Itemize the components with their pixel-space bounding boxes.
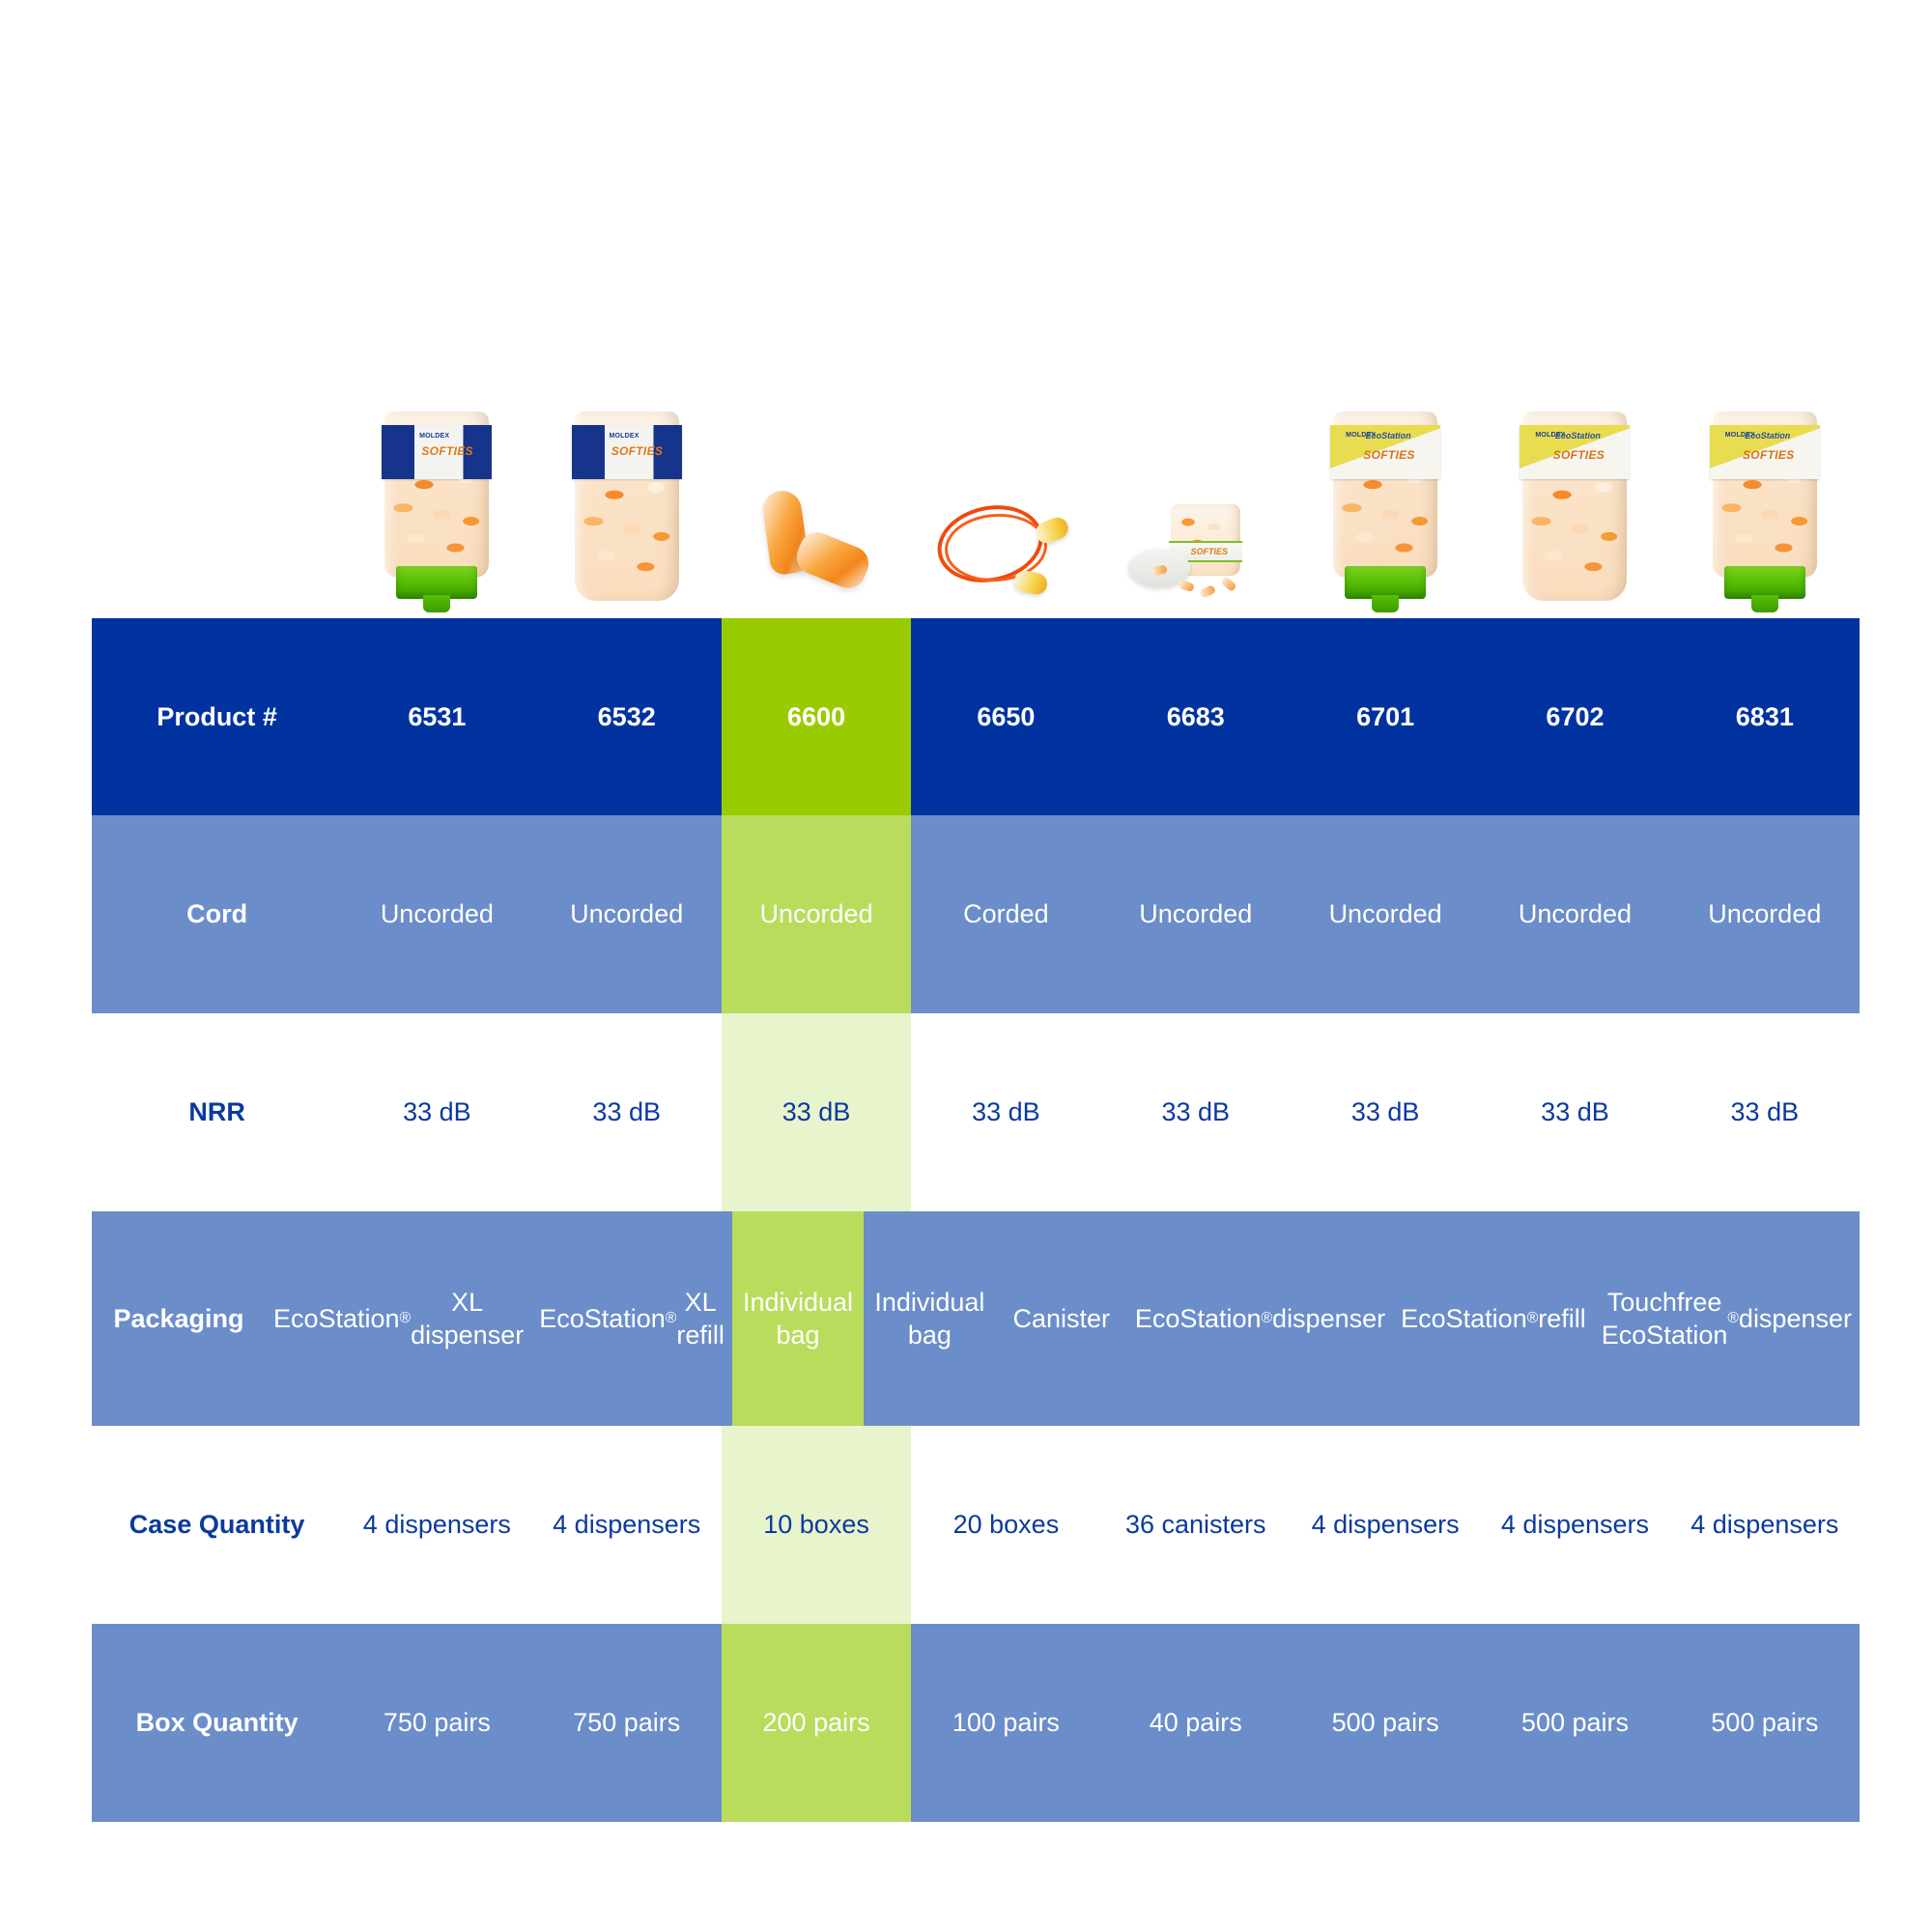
brand-mark: MOLDEX: [1724, 432, 1755, 439]
cell-case-quantity-6831: 4 dispensers: [1690, 1510, 1839, 1540]
cell-case-quantity-6531: 4 dispensers: [362, 1510, 511, 1540]
cell-cord-6701: Uncorded: [1328, 899, 1442, 929]
table-row-nrr: NRR 33 dB 33 dB 33 dB 33 dB 33 dB 33 dB …: [92, 1013, 1860, 1211]
product-line-mark: SOFTIES: [421, 444, 473, 458]
product-line-mark: SOFTIES: [611, 444, 664, 458]
product-comparison-table: Product # 6531 6532 6600 6650 6683 6701 …: [92, 618, 1860, 1822]
cell-nrr-6701: 33 dB: [1350, 1097, 1420, 1127]
table-row-cord: Cord Uncorded Uncorded Uncorded Corded U…: [92, 815, 1860, 1013]
cell-product-number-6600: 6600: [721, 618, 912, 815]
brand-mark: MOLDEX: [1346, 432, 1377, 439]
table-row-product-number: Product # 6531 6532 6600 6650 6683 6701 …: [92, 618, 1860, 815]
cell-product-number-6831: 6831: [1735, 701, 1794, 731]
row-label-packaging: Packaging: [113, 1303, 244, 1333]
product-line-mark: SOFTIES: [1552, 448, 1605, 462]
eco-line-mark: EcoStation: [1554, 431, 1601, 440]
cell-nrr-6702: 33 dB: [1541, 1097, 1609, 1127]
product-image-6683[interactable]: SOFTIES: [1101, 343, 1291, 609]
ecostation-refill-icon: MOLDEX EcoStation SOFTIES: [1520, 412, 1631, 605]
cell-case-quantity-6650: 20 boxes: [952, 1510, 1060, 1540]
product-image-6650[interactable]: [911, 343, 1100, 609]
cell-product-number-6683: 6683: [1166, 701, 1225, 731]
cell-cord-6532: Uncorded: [570, 899, 684, 929]
brand-mark: MOLDEX: [419, 433, 450, 440]
brand-mark: MOLDEX: [609, 433, 639, 440]
row-label-cord: Cord: [186, 899, 248, 929]
row-label-product-number: Product #: [156, 701, 277, 731]
product-line-mark: SOFTIES: [1363, 448, 1415, 462]
cell-box-quantity-6701: 500 pairs: [1331, 1708, 1439, 1738]
cell-packaging-6831: Touchfree EcoStation ® dispenser: [1601, 1287, 1852, 1350]
cell-case-quantity-6683: 36 canisters: [1124, 1510, 1266, 1540]
ecostation-xl-dispenser-icon: MOLDEX SOFTIES: [382, 412, 493, 612]
product-image-6701[interactable]: MOLDEX EcoStation SOFTIES: [1291, 343, 1480, 612]
product-image-strip: MOLDEX SOFTIES MOLDEX SOFTIES: [92, 343, 1860, 612]
table-row-case-quantity: Case Quantity 4 dispensers 4 dispensers …: [92, 1426, 1860, 1624]
cell-packaging-6531: EcoStation ® XL dispenser: [272, 1287, 525, 1350]
table-row-box-quantity: Box Quantity 750 pairs 750 pairs 200 pai…: [92, 1624, 1860, 1822]
cell-box-quantity-6683: 40 pairs: [1149, 1708, 1242, 1738]
cell-packaging-6600: Individual bag: [731, 1211, 865, 1426]
cell-product-number-6531: 6531: [408, 701, 467, 731]
row-label-nrr: NRR: [188, 1097, 245, 1127]
canister-icon: SOFTIES: [1127, 498, 1264, 605]
loose-earplugs-icon: [758, 488, 874, 605]
ecostation-xl-refill-icon: MOLDEX SOFTIES: [571, 412, 682, 605]
cell-box-quantity-6600: 200 pairs: [721, 1624, 912, 1822]
cell-cord-6831: Uncorded: [1708, 899, 1822, 929]
cell-nrr-6650: 33 dB: [972, 1097, 1040, 1127]
cell-packaging-6701: EcoStation ® dispenser: [1134, 1303, 1386, 1333]
cell-cord-6600: Uncorded: [721, 815, 912, 1013]
cell-cord-6531: Uncorded: [380, 899, 494, 929]
cell-packaging-6702: EcoStation ® refill: [1401, 1303, 1586, 1333]
cell-box-quantity-6702: 500 pairs: [1520, 1708, 1629, 1738]
cell-nrr-6600: 33 dB: [721, 1013, 912, 1211]
cell-product-number-6701: 6701: [1356, 701, 1415, 731]
cell-case-quantity-6532: 4 dispensers: [553, 1510, 701, 1540]
cell-case-quantity-6600: 10 boxes: [721, 1426, 912, 1624]
cell-product-number-6650: 6650: [977, 701, 1036, 731]
product-image-6831[interactable]: MOLDEX EcoStation SOFTIES: [1670, 343, 1860, 612]
row-label-case-quantity: Case Quantity: [128, 1510, 305, 1540]
canister-label: SOFTIES: [1190, 547, 1229, 556]
cell-cord-6650: Corded: [963, 899, 1049, 929]
cell-packaging-6650: Individual bag: [874, 1287, 985, 1350]
ecostation-dispenser-icon: MOLDEX EcoStation SOFTIES: [1330, 412, 1441, 612]
eco-line-mark: EcoStation: [1365, 431, 1411, 440]
cell-nrr-6831: 33 dB: [1730, 1097, 1800, 1127]
cell-product-number-6532: 6532: [597, 701, 656, 731]
cell-packaging-6683: Canister: [1012, 1303, 1110, 1333]
product-image-6531[interactable]: MOLDEX SOFTIES: [342, 343, 531, 612]
row-label-box-quantity: Box Quantity: [135, 1708, 298, 1738]
cell-nrr-6531: 33 dB: [403, 1097, 471, 1127]
product-image-6532[interactable]: MOLDEX SOFTIES: [532, 343, 722, 609]
touchfree-ecostation-dispenser-icon: MOLDEX EcoStation SOFTIES: [1709, 412, 1820, 612]
cell-box-quantity-6531: 750 pairs: [383, 1708, 491, 1738]
product-line-mark: SOFTIES: [1743, 448, 1795, 462]
cell-nrr-6683: 33 dB: [1161, 1097, 1231, 1127]
cell-packaging-6532: EcoStation ® XL refill: [539, 1287, 724, 1350]
cell-product-number-6702: 6702: [1546, 701, 1605, 731]
cell-nrr-6532: 33 dB: [592, 1097, 661, 1127]
product-image-6702[interactable]: MOLDEX EcoStation SOFTIES: [1480, 343, 1669, 609]
cell-cord-6683: Uncorded: [1139, 899, 1253, 929]
eco-line-mark: EcoStation: [1745, 431, 1791, 440]
cell-box-quantity-6831: 500 pairs: [1711, 1708, 1819, 1738]
corded-earplugs-icon: [930, 496, 1078, 605]
cell-box-quantity-6650: 100 pairs: [952, 1708, 1060, 1738]
cell-case-quantity-6702: 4 dispensers: [1500, 1510, 1649, 1540]
table-row-packaging: Packaging EcoStation ® XL dispenser EcoSt…: [92, 1211, 1860, 1426]
cell-cord-6702: Uncorded: [1518, 899, 1632, 929]
cell-box-quantity-6532: 750 pairs: [573, 1708, 681, 1738]
brand-mark: MOLDEX: [1535, 432, 1566, 439]
product-image-6600[interactable]: [722, 343, 911, 609]
cell-case-quantity-6701: 4 dispensers: [1311, 1510, 1460, 1540]
